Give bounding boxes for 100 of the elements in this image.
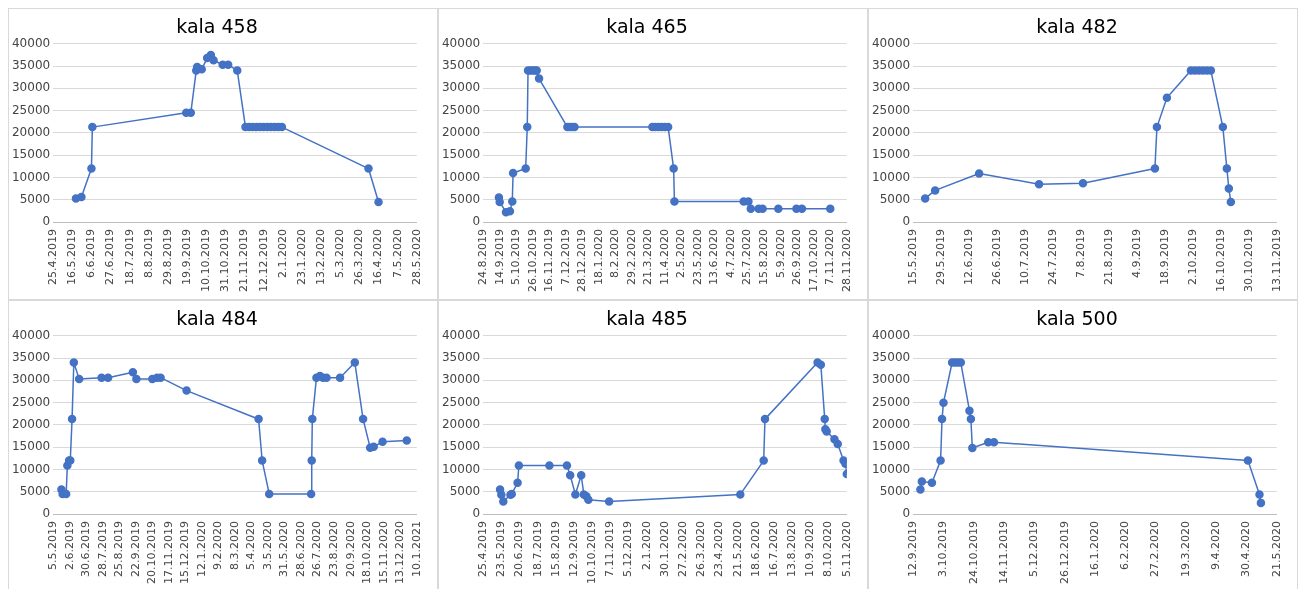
y-tick-label: 25000 bbox=[11, 394, 51, 409]
x-tick-label: 26.9.2020 bbox=[790, 229, 804, 285]
x-tick-label: 21.3.2020 bbox=[641, 229, 655, 285]
x-tick-label: 26.3.2020 bbox=[694, 521, 708, 577]
y-tick-label: 25000 bbox=[11, 102, 51, 117]
x-tick-label: 8.10.2020 bbox=[821, 521, 835, 577]
x-tick-label: 8.8.2019 bbox=[141, 229, 155, 278]
x-tick-label: 7.11.2019 bbox=[603, 521, 617, 577]
x-tick-label: 24.7.2019 bbox=[1045, 229, 1059, 285]
x-tick-label: 17.10.2020 bbox=[806, 229, 820, 292]
y-tick-label: 15000 bbox=[11, 147, 51, 162]
x-tick-label: 13.2.2020 bbox=[313, 229, 327, 285]
y-tick-label: 15000 bbox=[871, 439, 911, 454]
x-tick-label: 28.7.2019 bbox=[95, 521, 109, 577]
chart-title: kala 500 bbox=[1036, 307, 1118, 330]
x-tick-label: 11.4.2020 bbox=[657, 229, 671, 285]
x-tick-label: 16.1.2020 bbox=[1087, 521, 1101, 577]
x-tick-label: 4.9.2019 bbox=[1129, 229, 1143, 278]
y-tick-label: 35000 bbox=[871, 350, 911, 365]
x-tick-label: 23.5.2019 bbox=[494, 521, 508, 577]
x-tick-label: 16.4.2020 bbox=[371, 229, 385, 285]
x-tick-label: 5.9.2020 bbox=[773, 229, 787, 278]
y-tick-label: 35000 bbox=[441, 350, 481, 365]
y-tick-label: 15000 bbox=[871, 147, 911, 162]
x-tick-label: 26.6.2019 bbox=[989, 229, 1003, 285]
x-tick-label: 7.5.2020 bbox=[390, 229, 404, 278]
y-tick-label: 25000 bbox=[441, 102, 481, 117]
x-tick-label: 31.5.2020 bbox=[277, 521, 291, 577]
x-tick-label: 15.12.2019 bbox=[178, 521, 192, 584]
y-tick-label: 25000 bbox=[871, 394, 911, 409]
y-tick-label: 20000 bbox=[871, 125, 911, 140]
x-tick-label: 12.1.2020 bbox=[194, 521, 208, 577]
x-tick-label: 21.5.2020 bbox=[730, 521, 744, 577]
x-tick-label: 2.10.2019 bbox=[1185, 229, 1199, 285]
x-tick-label: 24.8.2019 bbox=[476, 229, 490, 285]
x-tick-label: 15.8.2019 bbox=[548, 521, 562, 577]
x-tick-label: 19.3.2020 bbox=[1178, 521, 1192, 577]
x-tick-label: 12.9.2019 bbox=[566, 521, 580, 577]
y-tick-label: 30000 bbox=[11, 80, 51, 95]
x-tick-label: 3.5.2020 bbox=[260, 521, 274, 570]
x-tick-label: 17.11.2019 bbox=[161, 521, 175, 584]
y-tick-label: 10000 bbox=[871, 461, 911, 476]
x-tick-label: 5.3.2020 bbox=[333, 229, 347, 278]
y-tick-label: 40000 bbox=[441, 35, 481, 50]
y-tick-label: 25000 bbox=[871, 102, 911, 117]
x-tick-label: 28.6.2020 bbox=[293, 521, 307, 577]
y-tick-label: 10000 bbox=[11, 461, 51, 476]
x-tick-label: 7.8.2019 bbox=[1073, 229, 1087, 278]
x-tick-label: 26.3.2020 bbox=[352, 229, 366, 285]
chart-title: kala 458 bbox=[176, 15, 258, 38]
x-tick-label: 2.6.2019 bbox=[62, 521, 76, 570]
y-tick-label: 20000 bbox=[871, 417, 911, 432]
y-tick-label: 40000 bbox=[441, 327, 481, 342]
x-tick-label: 24.10.2019 bbox=[966, 521, 980, 584]
y-tick-label: 10000 bbox=[441, 461, 481, 476]
x-tick-label: 22.9.2019 bbox=[128, 521, 142, 577]
x-tick-label: 9.4.2020 bbox=[1209, 521, 1223, 570]
y-tick-label: 0 bbox=[42, 506, 51, 521]
x-tick-label: 23.5.2020 bbox=[690, 229, 704, 285]
x-tick-label: 18.7.2019 bbox=[122, 229, 136, 285]
y-tick-label: 0 bbox=[42, 214, 51, 229]
y-tick-label: 0 bbox=[472, 506, 481, 521]
y-tick-label: 5000 bbox=[19, 191, 51, 206]
y-tick-label: 10000 bbox=[871, 169, 911, 184]
x-tick-label: 2.5.2020 bbox=[674, 229, 688, 278]
x-tick-label: 21.11.2019 bbox=[237, 229, 251, 292]
x-tick-label: 29.5.2019 bbox=[934, 229, 947, 285]
x-tick-label: 27.2.2020 bbox=[1148, 521, 1162, 577]
x-tick-label: 15.8.2020 bbox=[757, 229, 771, 285]
chart-title: kala 484 bbox=[176, 307, 258, 330]
x-tick-label: 8.3.2020 bbox=[227, 521, 241, 570]
y-tick-label: 0 bbox=[902, 506, 911, 521]
x-tick-label: 28.11.2020 bbox=[839, 229, 853, 292]
x-tick-label: 10.7.2019 bbox=[1017, 229, 1031, 285]
x-tick-label: 23.8.2020 bbox=[327, 521, 341, 577]
y-tick-label: 15000 bbox=[441, 147, 481, 162]
x-tick-label: 2.1.2020 bbox=[639, 521, 653, 570]
x-tick-label: 21.8.2019 bbox=[1101, 229, 1115, 285]
x-tick-label: 26.7.2020 bbox=[310, 521, 324, 577]
x-tick-label: 23.1.2020 bbox=[294, 229, 308, 285]
x-tick-label: 30.4.2020 bbox=[1239, 521, 1253, 577]
y-tick-label: 30000 bbox=[871, 372, 911, 387]
y-tick-label: 20000 bbox=[11, 417, 51, 432]
y-tick-label: 25000 bbox=[441, 394, 481, 409]
y-tick-label: 30000 bbox=[11, 372, 51, 387]
x-tick-label: 15.5.2019 bbox=[906, 229, 920, 285]
x-tick-label: 23.4.2020 bbox=[712, 521, 726, 577]
chart-title: kala 465 bbox=[606, 15, 688, 38]
x-tick-label: 25.7.2020 bbox=[740, 229, 754, 285]
x-tick-label: 18.9.2019 bbox=[1157, 229, 1171, 285]
x-tick-label: 16.11.2019 bbox=[542, 229, 556, 292]
y-tick-label: 5000 bbox=[449, 483, 481, 498]
y-tick-label: 20000 bbox=[441, 125, 481, 140]
x-tick-label: 12.9.2019 bbox=[906, 521, 920, 577]
x-tick-label: 18.7.2019 bbox=[530, 521, 544, 577]
x-tick-label: 12.6.2019 bbox=[961, 229, 975, 285]
x-tick-label: 12.12.2019 bbox=[256, 229, 270, 292]
y-tick-label: 35000 bbox=[11, 58, 51, 73]
y-tick-label: 15000 bbox=[441, 439, 481, 454]
x-tick-label: 14.9.2019 bbox=[492, 229, 506, 285]
